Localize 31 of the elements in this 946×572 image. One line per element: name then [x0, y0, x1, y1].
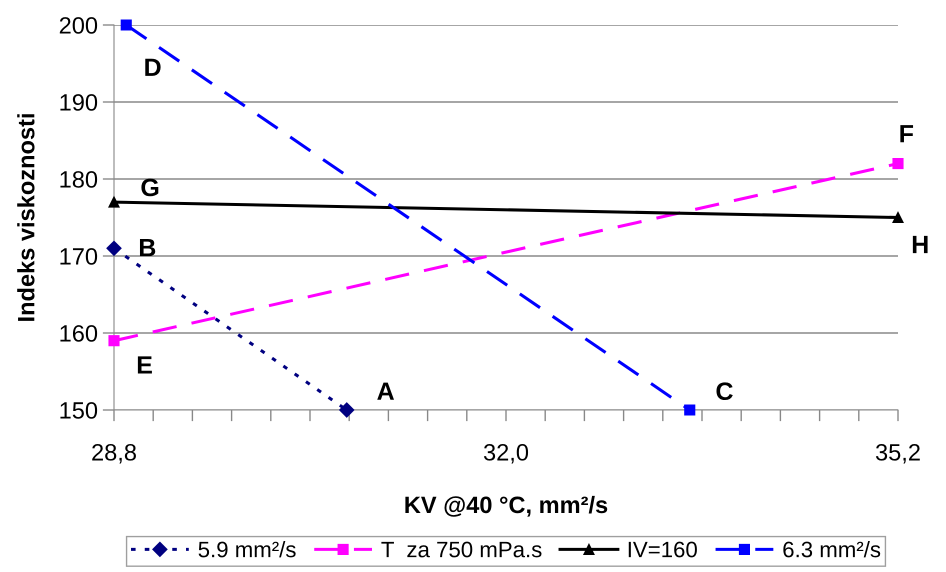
y-tick-label: 180 — [60, 171, 98, 188]
legend-label: 6.3 mm²/s — [783, 541, 880, 558]
annotation: H — [912, 236, 928, 254]
annotation: G — [141, 178, 158, 196]
point — [684, 404, 696, 416]
x-tick-label: 35,2 — [876, 444, 920, 464]
point — [108, 196, 120, 208]
y-tick-label: 170 — [60, 248, 98, 265]
y-tick-label: 160 — [60, 325, 98, 342]
y-tick-label: 150 — [60, 402, 98, 419]
point — [339, 402, 354, 418]
y-tick-label: 200 — [60, 17, 98, 34]
annotation: E — [138, 356, 152, 374]
point — [120, 19, 132, 31]
y-axis-title: Indeks viskoznosti — [17, 114, 35, 321]
legend-label: 5.9 mm²/s — [198, 541, 296, 558]
x-tick-label: 28,8 — [92, 444, 136, 464]
annotation: A — [377, 382, 394, 400]
annotation: C — [716, 382, 733, 400]
annotation: D — [145, 58, 161, 76]
point — [892, 212, 904, 224]
point — [108, 335, 120, 346]
x-axis-title: KV @40 °C, mm²/s — [405, 496, 608, 517]
point — [106, 240, 122, 256]
legend-label: IV=160 — [628, 542, 697, 558]
annotation: B — [140, 238, 156, 256]
y-tick-label: 190 — [60, 94, 98, 111]
x-tick-label: 32,0 — [484, 444, 528, 464]
legend-label: T za 750 mPa.s — [381, 542, 542, 558]
annotation: F — [900, 125, 914, 142]
point — [892, 158, 904, 170]
